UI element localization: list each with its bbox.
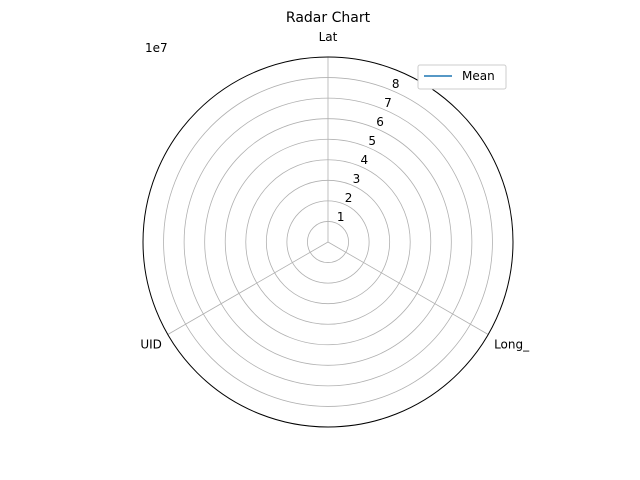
- category-label: UID: [140, 338, 162, 352]
- category-labels: Lat Long_ UID: [140, 30, 530, 352]
- spoke-line: [327, 241, 489, 335]
- legend-label: Mean: [462, 69, 495, 83]
- radial-tick-label: 4: [360, 153, 368, 167]
- radial-tick-label: 3: [353, 172, 361, 186]
- radial-tick-label: 6: [376, 115, 384, 129]
- category-label: Lat: [319, 30, 338, 44]
- spokes: [167, 57, 489, 335]
- legend: Mean: [417, 64, 507, 90]
- radial-tick-label: 7: [384, 96, 392, 110]
- radial-tick-label: 1: [337, 210, 345, 224]
- outer-frame: [142, 56, 514, 428]
- category-label: Long_: [494, 338, 530, 352]
- radial-tick-label: 5: [368, 134, 376, 148]
- radial-tick-label: 2: [345, 191, 353, 205]
- legend-box: [417, 64, 507, 90]
- radial-tick-label: 8: [392, 77, 400, 91]
- offset-label: 1e7: [145, 41, 168, 55]
- chart-title: Radar Chart: [286, 10, 371, 26]
- spoke-line: [167, 241, 329, 335]
